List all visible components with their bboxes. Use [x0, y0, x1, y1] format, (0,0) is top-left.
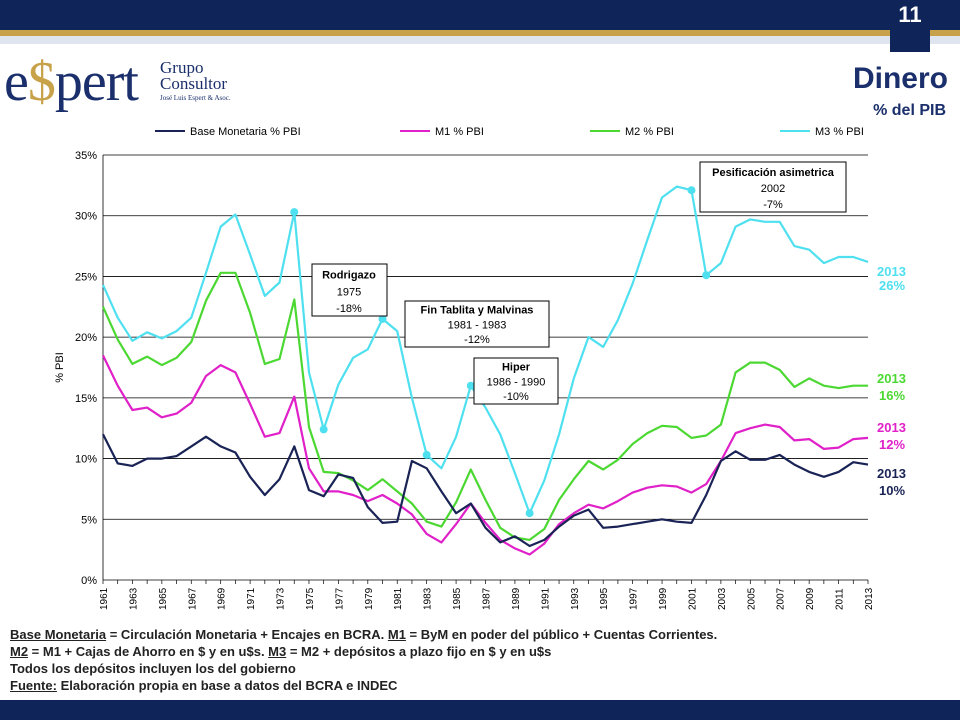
note-line-1: Base Monetaria = Circulación Monetaria +…: [10, 627, 718, 642]
end-year-m3: 2013: [877, 264, 906, 279]
end-value-m3: 26%: [879, 278, 905, 293]
annotation-change: -7%: [763, 199, 783, 211]
x-tick-label: 2009: [805, 587, 816, 610]
y-axis-label: % PBI: [54, 352, 66, 383]
legend-label-m2: M2 % PBI: [625, 126, 674, 138]
x-tick-label: 1989: [511, 587, 522, 610]
annotation-change: -18%: [336, 303, 362, 315]
x-tick-label: 1991: [540, 587, 551, 610]
top-bar: [0, 0, 960, 30]
m3-marker: [290, 208, 299, 217]
page-subtitle: % del PIB: [873, 102, 946, 119]
x-tick-label: 2005: [746, 587, 757, 610]
logo-tagline: José Luis Espert & Asoc.: [160, 94, 231, 102]
x-tick-label: 2007: [776, 587, 787, 610]
m3-marker: [378, 314, 387, 323]
x-tick-label: 1973: [276, 587, 287, 610]
end-year-m2: 2013: [877, 371, 906, 386]
espert-logo: e$pert Grupo Consultor José Luis Espert …: [4, 52, 234, 114]
top-stripe-gold: [0, 30, 960, 36]
note-line-4: Fuente: Elaboración propia en base a dat…: [10, 678, 398, 693]
y-tick-label: 20%: [75, 332, 97, 344]
annotation-title: Fin Tablita y Malvinas: [421, 305, 534, 317]
x-tick-label: 2003: [717, 587, 728, 610]
x-tick-label: 1987: [482, 587, 493, 610]
m3-marker: [422, 450, 431, 459]
top-stripe-light: [0, 36, 960, 44]
y-tick-label: 35%: [75, 150, 97, 162]
x-tick-label: 1981: [393, 587, 404, 610]
annotation-title: Pesificación asimetrica: [712, 167, 835, 179]
x-tick-label: 2013: [864, 587, 875, 610]
y-tick-label: 15%: [75, 393, 97, 405]
x-tick-label: 1961: [99, 587, 110, 610]
series-line-m1: [102, 354, 869, 556]
annotation-title: Rodrigazo: [322, 270, 376, 282]
page-number-tab: [890, 0, 930, 52]
annotation-title: Hiper: [502, 362, 531, 374]
annotation-change: -12%: [464, 334, 490, 346]
x-tick-label: 1963: [128, 587, 139, 610]
series-line-m2: [101, 271, 868, 542]
m3-marker: [687, 186, 696, 195]
legend-label-m3: M3 % PBI: [815, 126, 864, 138]
x-tick-label: 1985: [452, 587, 463, 610]
m3-marker: [702, 271, 711, 280]
y-tick-label: 0%: [81, 575, 97, 587]
end-value-m1: 12%: [879, 437, 905, 452]
x-tick-label: 1979: [364, 587, 375, 610]
legend-label-base: Base Monetaria % PBI: [190, 126, 301, 138]
x-tick-label: 1975: [305, 587, 316, 610]
annotation-change: -10%: [503, 391, 529, 403]
end-value-base: 10%: [879, 483, 905, 498]
page-title: Dinero: [852, 62, 948, 95]
logo-grupo-consultor: Grupo Consultor: [160, 58, 228, 93]
footnotes: Base Monetaria = Circulación Monetaria +…: [10, 626, 717, 694]
annotation-box: [311, 263, 388, 317]
money-chart: 0% 5% 10% 15% 20% 25% 30% 35% % PBI 1961 1963 1965 1…: [54, 126, 906, 610]
x-tick-label: 1999: [658, 587, 669, 610]
end-value-m2: 16%: [879, 388, 905, 403]
note-line-3: Todos los depósitos incluyen los del gob…: [10, 661, 296, 676]
y-tick-label: 30%: [75, 211, 97, 223]
y-tick-label: 10%: [75, 454, 97, 466]
end-year-m1: 2013: [877, 420, 906, 435]
annotation-years: 2002: [761, 183, 785, 195]
x-tick-label: 1995: [599, 587, 610, 610]
annotation-years: 1981 - 1983: [448, 319, 507, 331]
series-line-m3: [101, 185, 869, 515]
m3-marker: [525, 509, 534, 518]
x-tick-label: 2011: [835, 588, 846, 610]
x-tick-label: 1997: [629, 587, 640, 610]
y-tick-label: 5%: [81, 514, 97, 526]
end-year-base: 2013: [877, 466, 906, 481]
y-tick-label: 25%: [75, 271, 97, 283]
note-line-2: M2 = M1 + Cajas de Ahorro en $ y en u$s.…: [10, 644, 552, 659]
x-tick-label: 1993: [570, 587, 581, 610]
x-tick-label: 1969: [217, 587, 228, 610]
logo-grupo: Grupo: [160, 58, 204, 77]
logo-consultor: Consultor: [160, 74, 228, 93]
logo-wordmark: e$pert: [4, 51, 139, 113]
annotation-box: [404, 300, 550, 348]
bottom-bar: [0, 700, 960, 720]
x-tick-label: 1967: [187, 587, 198, 610]
series-line-base: [102, 433, 869, 548]
x-tick-label: 1965: [158, 587, 169, 610]
annotation-box: [699, 161, 847, 213]
x-tick-label: 1977: [334, 587, 345, 610]
annotation-box: [473, 357, 559, 405]
x-tick-label: 1971: [246, 587, 257, 610]
x-tick-label: 2001: [687, 587, 698, 610]
legend-label-m1: M1 % PBI: [435, 126, 484, 138]
annotation-years: 1986 - 1990: [487, 376, 546, 388]
m3-marker: [466, 381, 475, 390]
x-tick-label: 1983: [423, 587, 434, 610]
page-number: 11: [898, 2, 922, 27]
m3-marker: [319, 425, 328, 434]
annotation-years: 1975: [337, 286, 361, 298]
